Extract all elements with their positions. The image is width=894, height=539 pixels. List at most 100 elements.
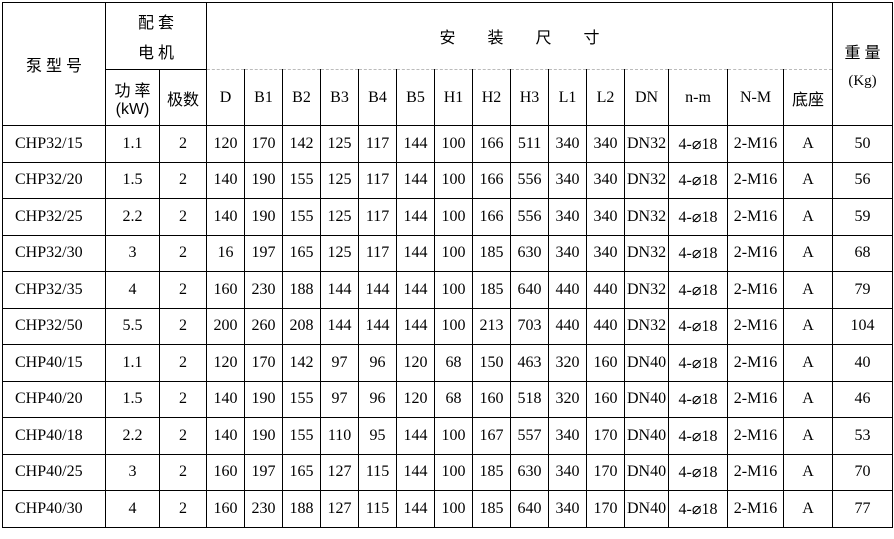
cell-h2: 185 bbox=[472, 453, 512, 491]
header-dim--: 底座 bbox=[783, 69, 834, 126]
cell-b1: 190 bbox=[244, 380, 284, 418]
cell-l2: 440 bbox=[586, 307, 626, 345]
cell-l1: 440 bbox=[548, 307, 588, 345]
header-dim-b5: B5 bbox=[396, 69, 436, 126]
cell-d: 120 bbox=[206, 125, 246, 163]
cell-h2: 185 bbox=[472, 234, 512, 272]
cell-l1: 340 bbox=[548, 490, 588, 528]
cell-h3: 463 bbox=[510, 344, 550, 382]
cell-b4: 117 bbox=[358, 161, 398, 199]
cell-n-m-bolt: 2-M16 bbox=[727, 234, 785, 272]
cell-b1: 190 bbox=[244, 161, 284, 199]
cell-base: A bbox=[783, 417, 834, 455]
table-row: CHP32/30 3 2 16 197 165 125 117 144 100 185 630 340 3… bbox=[2, 234, 894, 272]
table-row: CHP32/50 5.5 2 200 260 208 144 144 144 100 213 703 4… bbox=[2, 307, 894, 345]
header-dim-b4: B4 bbox=[358, 69, 398, 126]
cell-b1: 170 bbox=[244, 344, 284, 382]
table-row: CHP32/35 4 2 160 230 188 144 144 144 100 185 640 440… bbox=[2, 271, 894, 309]
cell-n-m-bolt: 2-M16 bbox=[727, 307, 785, 345]
cell-pump-model: CHP32/50 bbox=[2, 307, 106, 345]
cell-h3: 556 bbox=[510, 161, 550, 199]
cell-l1: 340 bbox=[548, 198, 588, 236]
cell-b3: 125 bbox=[320, 125, 360, 163]
cell-weight: 79 bbox=[832, 271, 894, 309]
cell-poles: 2 bbox=[158, 344, 208, 382]
cell-base: A bbox=[783, 125, 834, 163]
cell-b4: 144 bbox=[358, 271, 398, 309]
cell-weight: 77 bbox=[832, 490, 894, 528]
cell-l1: 340 bbox=[548, 161, 588, 199]
cell-dn: DN32 bbox=[624, 307, 670, 345]
cell-b2: 165 bbox=[282, 234, 322, 272]
cell-pump-model: CHP32/30 bbox=[2, 234, 106, 272]
cell-b2: 155 bbox=[282, 417, 322, 455]
header-install-dimensions: 安 装 尺 寸 bbox=[206, 2, 834, 70]
cell-n-m: 4-⌀18 bbox=[668, 234, 729, 272]
cell-power: 1.1 bbox=[105, 125, 160, 163]
cell-b3: 125 bbox=[320, 161, 360, 199]
cell-b4: 117 bbox=[358, 125, 398, 163]
cell-poles: 2 bbox=[158, 417, 208, 455]
cell-weight: 56 bbox=[832, 161, 894, 199]
cell-b4: 117 bbox=[358, 234, 398, 272]
cell-pump-model: CHP40/18 bbox=[2, 417, 106, 455]
cell-power: 1.5 bbox=[105, 161, 160, 199]
cell-b4: 115 bbox=[358, 490, 398, 528]
cell-h2: 166 bbox=[472, 125, 512, 163]
header-dim-b1: B1 bbox=[244, 69, 284, 126]
cell-d: 140 bbox=[206, 198, 246, 236]
cell-base: A bbox=[783, 161, 834, 199]
cell-weight: 40 bbox=[832, 344, 894, 382]
cell-n-m: 4-⌀18 bbox=[668, 198, 729, 236]
cell-l1: 340 bbox=[548, 125, 588, 163]
cell-d: 16 bbox=[206, 234, 246, 272]
cell-b4: 115 bbox=[358, 453, 398, 491]
cell-h3: 640 bbox=[510, 490, 550, 528]
cell-b2: 188 bbox=[282, 490, 322, 528]
cell-b1: 170 bbox=[244, 125, 284, 163]
cell-n-m-bolt: 2-M16 bbox=[727, 453, 785, 491]
cell-dn: DN40 bbox=[624, 490, 670, 528]
cell-b3: 97 bbox=[320, 380, 360, 418]
cell-n-m-bolt: 2-M16 bbox=[727, 490, 785, 528]
cell-poles: 2 bbox=[158, 307, 208, 345]
header-dim-l1: L1 bbox=[548, 69, 588, 126]
cell-h2: 185 bbox=[472, 490, 512, 528]
cell-weight: 46 bbox=[832, 380, 894, 418]
cell-b5: 144 bbox=[396, 490, 436, 528]
cell-power: 4 bbox=[105, 271, 160, 309]
power-line2: (kW) bbox=[115, 100, 150, 118]
cell-l1: 320 bbox=[548, 380, 588, 418]
header-dim-n-m: n-m bbox=[668, 69, 729, 126]
cell-weight: 70 bbox=[832, 453, 894, 491]
cell-b5: 144 bbox=[396, 453, 436, 491]
cell-poles: 2 bbox=[158, 125, 208, 163]
cell-b2: 142 bbox=[282, 125, 322, 163]
cell-n-m: 4-⌀18 bbox=[668, 161, 729, 199]
cell-d: 160 bbox=[206, 490, 246, 528]
cell-dn: DN40 bbox=[624, 380, 670, 418]
cell-b4: 144 bbox=[358, 307, 398, 345]
cell-h2: 167 bbox=[472, 417, 512, 455]
cell-b3: 110 bbox=[320, 417, 360, 455]
cell-b2: 165 bbox=[282, 453, 322, 491]
cell-b5: 144 bbox=[396, 307, 436, 345]
cell-poles: 2 bbox=[158, 490, 208, 528]
cell-b2: 155 bbox=[282, 198, 322, 236]
cell-pump-model: CHP40/30 bbox=[2, 490, 106, 528]
table-row: CHP40/15 1.1 2 120 170 142 97 96 120 68 150 463 320 1… bbox=[2, 344, 894, 382]
cell-h3: 630 bbox=[510, 453, 550, 491]
cell-l2: 340 bbox=[586, 198, 626, 236]
cell-power: 2.2 bbox=[105, 417, 160, 455]
cell-l2: 170 bbox=[586, 490, 626, 528]
table-row: CHP40/30 4 2 160 230 188 127 115 144 100 185 640 340… bbox=[2, 490, 894, 528]
cell-dn: DN32 bbox=[624, 198, 670, 236]
cell-power: 3 bbox=[105, 234, 160, 272]
install-dimensions-text: 安 装 尺 寸 bbox=[439, 30, 600, 47]
cell-n-m-bolt: 2-M16 bbox=[727, 198, 785, 236]
cell-dn: DN32 bbox=[624, 125, 670, 163]
cell-h2: 166 bbox=[472, 161, 512, 199]
cell-poles: 2 bbox=[158, 380, 208, 418]
header-dim-h3: H3 bbox=[510, 69, 550, 126]
cell-d: 120 bbox=[206, 344, 246, 382]
